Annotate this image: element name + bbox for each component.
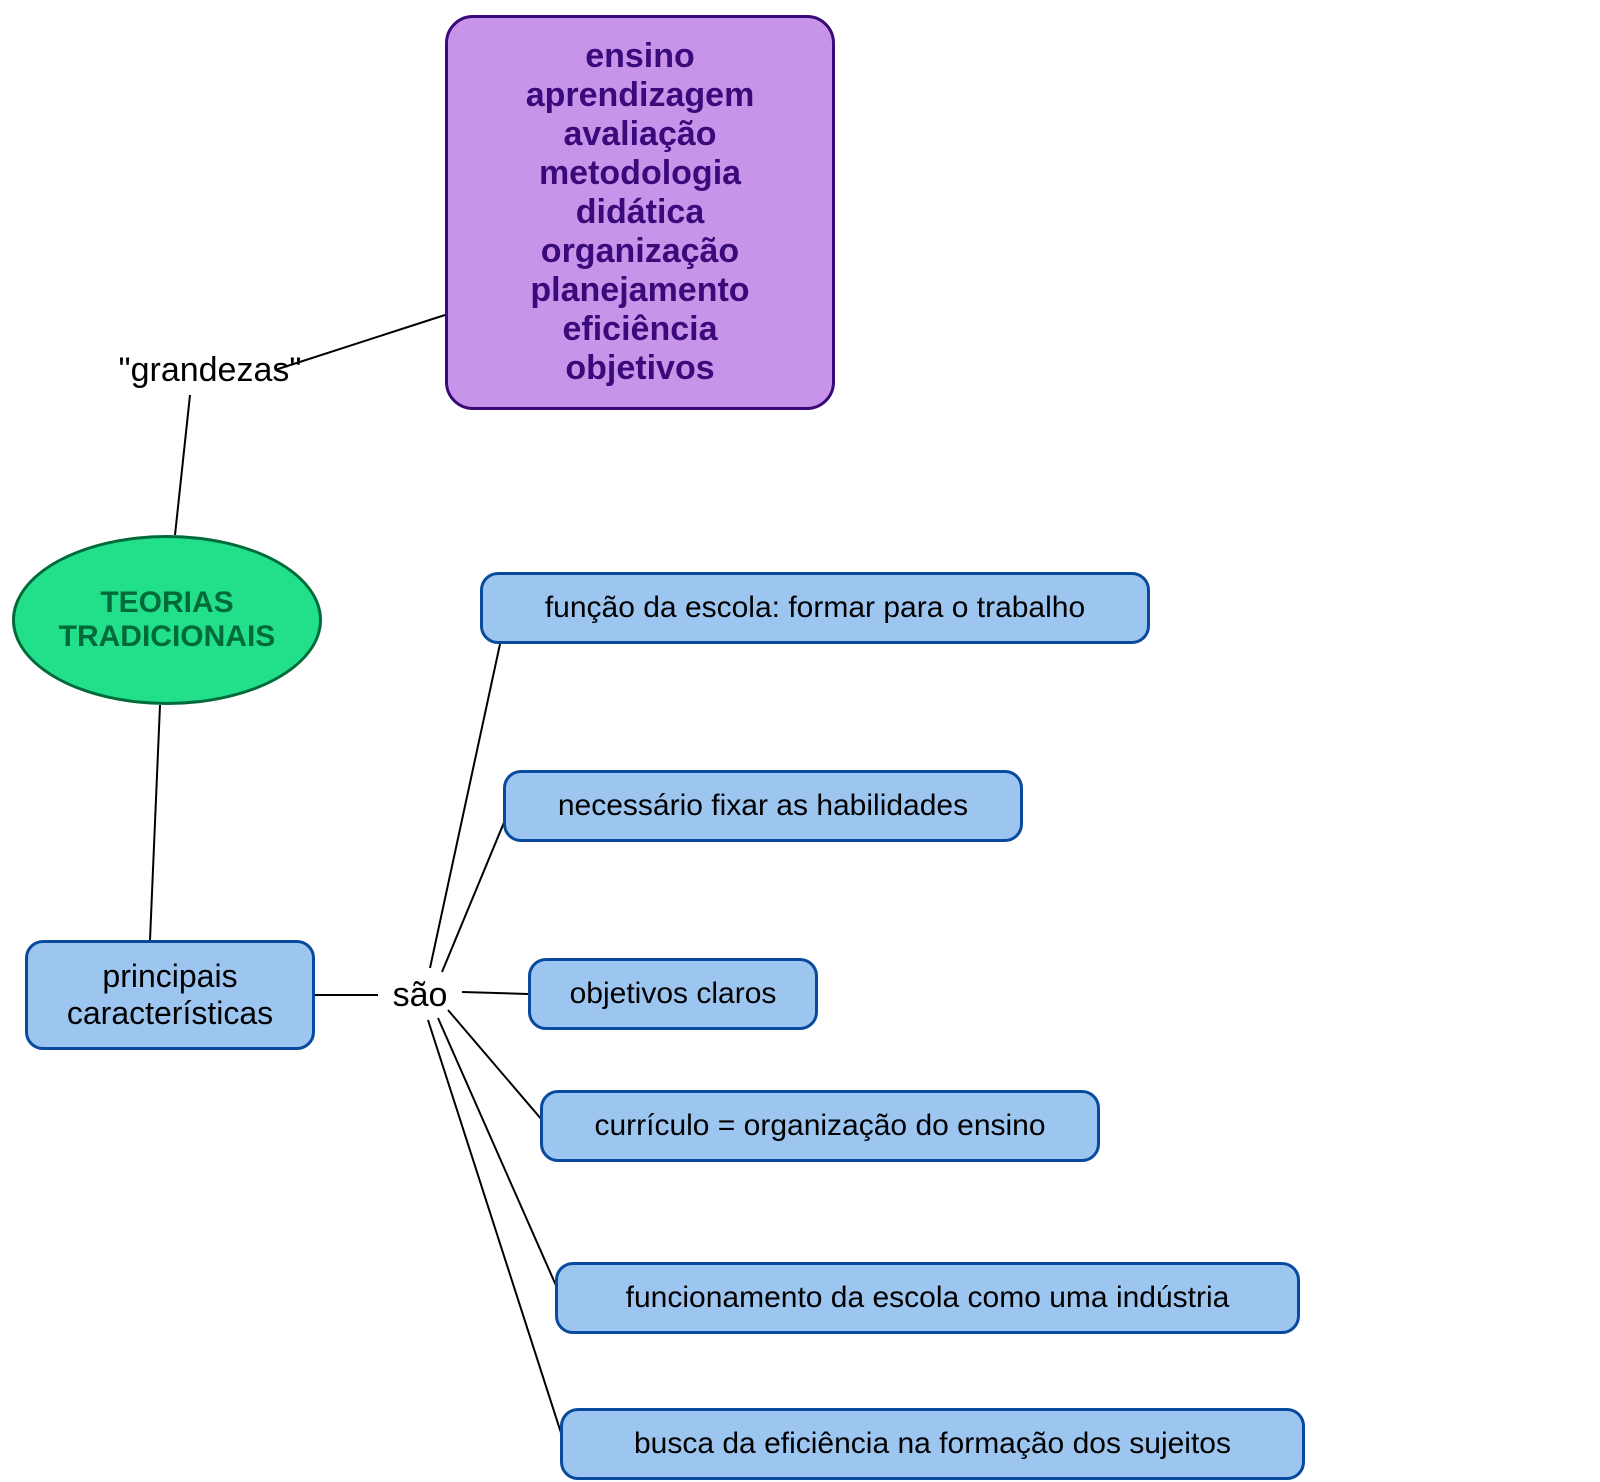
node-caracteristica-5: funcionamento da escola como uma indústr… [555, 1262, 1300, 1334]
char-text: busca da eficiência na formação dos suje… [634, 1427, 1231, 1461]
char-text: objetivos claros [570, 977, 777, 1011]
edge-label-grandezas: "grandezas" [80, 345, 340, 395]
grandezas-item: aprendizagem [526, 76, 755, 115]
node-caracteristica-1: função da escola: formar para o trabalho [480, 572, 1150, 644]
node-caracteristica-4: currículo = organização do ensino [540, 1090, 1100, 1162]
char-text: função da escola: formar para o trabalho [545, 591, 1085, 625]
principais-line2: características [67, 995, 273, 1032]
diagram-canvas: ensino aprendizagem avaliação metodologi… [0, 0, 1600, 1482]
grandezas-item: objetivos [565, 349, 714, 388]
node-caracteristica-2: necessário fixar as habilidades [503, 770, 1023, 842]
grandezas-item: metodologia [539, 154, 741, 193]
label-text: "grandezas" [119, 351, 302, 390]
grandezas-item: eficiência [563, 310, 718, 349]
char-text: currículo = organização do ensino [594, 1109, 1045, 1143]
char-text: necessário fixar as habilidades [558, 789, 968, 823]
edge-label-sao: são [375, 970, 465, 1020]
label-text: são [393, 976, 448, 1015]
node-grandezas-list: ensino aprendizagem avaliação metodologi… [445, 15, 835, 410]
node-teorias-tradicionais: TEORIAS TRADICIONAIS [12, 535, 322, 705]
grandezas-item: avaliação [563, 115, 716, 154]
char-text: funcionamento da escola como uma indústr… [626, 1281, 1230, 1315]
grandezas-item: ensino [585, 37, 695, 76]
grandezas-item: didática [576, 193, 704, 232]
node-caracteristica-3: objetivos claros [528, 958, 818, 1030]
principais-line1: principais [102, 958, 237, 995]
teorias-line1: TEORIAS [100, 586, 233, 621]
teorias-line2: TRADICIONAIS [59, 620, 276, 655]
node-principais-caracteristicas: principais características [25, 940, 315, 1050]
grandezas-item: organização [541, 232, 739, 271]
node-caracteristica-6: busca da eficiência na formação dos suje… [560, 1408, 1305, 1480]
grandezas-item: planejamento [530, 271, 749, 310]
